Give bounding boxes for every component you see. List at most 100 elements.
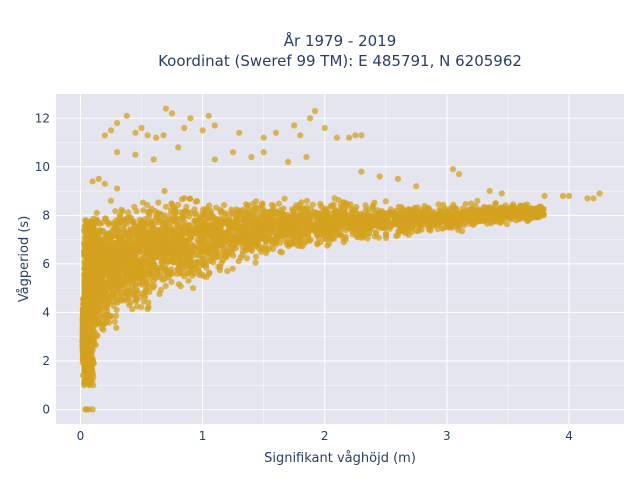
data-point xyxy=(179,213,186,220)
data-point xyxy=(285,158,292,165)
data-point xyxy=(233,216,240,223)
data-point xyxy=(207,231,214,238)
data-point xyxy=(222,210,229,217)
data-point xyxy=(126,270,133,278)
data-point xyxy=(395,222,402,229)
y-tick-label: 2 xyxy=(42,354,50,368)
data-point xyxy=(116,237,124,244)
data-point xyxy=(95,254,102,261)
data-point xyxy=(96,248,103,255)
data-point xyxy=(119,242,126,249)
data-point xyxy=(147,281,154,288)
data-point xyxy=(252,253,260,260)
data-point xyxy=(451,213,459,220)
data-point xyxy=(305,213,312,221)
data-point xyxy=(371,222,378,229)
data-point xyxy=(112,208,119,215)
data-point xyxy=(314,241,321,248)
data-point xyxy=(111,318,118,325)
data-point xyxy=(172,248,179,255)
data-point xyxy=(303,154,310,161)
x-tick-label: 3 xyxy=(443,429,451,443)
data-point xyxy=(435,201,442,208)
data-point xyxy=(311,107,319,115)
data-point xyxy=(294,224,301,231)
data-point xyxy=(99,260,106,267)
data-point xyxy=(390,221,397,229)
data-point xyxy=(421,208,428,215)
data-point xyxy=(565,192,573,199)
data-point xyxy=(126,294,133,301)
data-point xyxy=(257,248,265,255)
data-point xyxy=(84,231,91,238)
data-point xyxy=(230,245,237,252)
data-point xyxy=(327,202,334,209)
data-point xyxy=(85,339,92,346)
data-point xyxy=(533,214,540,221)
data-point xyxy=(155,199,162,206)
data-point xyxy=(462,201,469,208)
data-point xyxy=(258,201,266,208)
data-point xyxy=(476,215,483,223)
data-point xyxy=(238,223,245,230)
data-point xyxy=(119,260,126,267)
data-point xyxy=(361,215,368,222)
data-point xyxy=(303,204,311,211)
data-point xyxy=(114,185,121,192)
data-point xyxy=(270,221,277,228)
data-point xyxy=(204,246,211,253)
data-point xyxy=(206,202,213,209)
data-point xyxy=(200,225,207,232)
data-points xyxy=(79,105,603,413)
data-point xyxy=(144,132,151,139)
data-point xyxy=(93,209,100,216)
data-point xyxy=(372,229,379,236)
data-point xyxy=(214,242,221,249)
data-point xyxy=(140,298,147,305)
data-point xyxy=(382,198,389,205)
data-point xyxy=(314,231,321,238)
data-point xyxy=(490,217,498,224)
data-point xyxy=(81,336,88,343)
data-point xyxy=(206,269,213,276)
data-point xyxy=(86,226,93,233)
data-point xyxy=(304,222,311,229)
data-point xyxy=(202,257,209,264)
data-point xyxy=(159,276,166,283)
data-point xyxy=(277,207,284,214)
data-point xyxy=(114,149,121,156)
data-point xyxy=(113,306,120,314)
data-point xyxy=(524,201,531,208)
data-point xyxy=(469,219,476,226)
data-point xyxy=(334,223,341,230)
data-point xyxy=(179,196,186,203)
data-point xyxy=(186,195,193,202)
data-point xyxy=(353,232,360,239)
data-point xyxy=(113,280,120,287)
data-point xyxy=(156,217,163,224)
data-point xyxy=(335,197,342,204)
data-point xyxy=(343,224,350,231)
data-point xyxy=(342,236,349,243)
data-point xyxy=(366,213,374,220)
data-point xyxy=(96,274,103,281)
data-point xyxy=(364,235,371,242)
data-point xyxy=(218,223,225,230)
data-point xyxy=(309,201,316,208)
data-point xyxy=(90,292,97,299)
data-point xyxy=(109,270,116,277)
data-point xyxy=(436,206,443,213)
chart-title-line1: År 1979 - 2019 xyxy=(284,31,397,50)
data-point xyxy=(132,229,139,236)
data-point xyxy=(138,124,145,132)
data-point xyxy=(213,204,220,211)
data-point xyxy=(596,190,603,197)
data-point xyxy=(464,216,471,223)
data-point xyxy=(385,218,392,225)
data-point xyxy=(260,134,267,141)
data-point xyxy=(234,208,241,215)
data-point xyxy=(515,214,523,221)
data-point xyxy=(452,217,459,225)
data-point xyxy=(105,236,112,243)
